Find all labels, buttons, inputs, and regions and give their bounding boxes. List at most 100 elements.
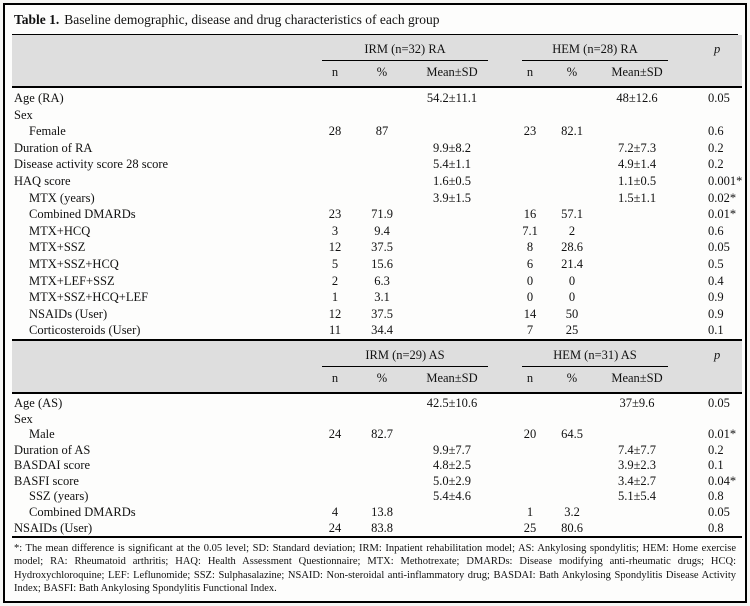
cell-irm-pct: [358, 489, 406, 505]
table-row: NSAIDs (User) 24 83.8 25 80.6 0.8: [12, 521, 742, 538]
row-label: Combined DMARDs: [29, 207, 136, 222]
row-label: BASDAI score: [14, 458, 91, 473]
cell-irm-mean: [406, 273, 498, 290]
cell-hem-n: [510, 140, 550, 157]
cell-hem-pct: [550, 443, 594, 459]
cell-hem-mean: [594, 123, 680, 140]
table-row: Sex: [12, 107, 742, 124]
irm-n-header: n: [331, 65, 339, 79]
cell-irm-mean: 4.8±2.5: [432, 458, 472, 473]
row-label: Combined DMARDs: [29, 505, 136, 520]
cell-irm-pct: 82.7: [371, 427, 393, 442]
cell-hem-mean: [594, 273, 680, 290]
table-row: Corticosteroids (User) 11 34.4 7 25 0.1: [12, 322, 742, 340]
cell-irm-pct: 34.4: [371, 323, 393, 338]
cell-irm-mean: [406, 256, 498, 273]
row-label: Age (AS): [14, 395, 63, 410]
row-label: Male: [29, 427, 55, 442]
table-footnote: *: The mean difference is significant at…: [14, 543, 736, 594]
cell-irm-mean: 3.9±1.5: [432, 190, 472, 205]
as-p-column-header: p: [714, 347, 721, 362]
cell-irm-mean: [406, 306, 498, 323]
cell-hem-mean: 1.1±0.5: [617, 173, 657, 188]
cell-hem-mean: [594, 521, 680, 538]
cell-irm-n: [312, 412, 358, 428]
cell-irm-mean: 5.4±1.1: [432, 157, 472, 172]
cell-irm-mean: 9.9±7.7: [432, 442, 472, 457]
row-label: Age (RA): [14, 91, 64, 105]
cell-hem-n: [510, 173, 550, 190]
cell-p-value: 0.9: [708, 306, 724, 321]
cell-irm-n: [312, 489, 358, 505]
cell-hem-mean: [594, 239, 680, 256]
cell-hem-pct: [550, 140, 594, 157]
cell-irm-n: [312, 173, 358, 190]
cell-hem-pct: 3.2: [564, 505, 580, 520]
cell-hem-mean: 5.1±5.4: [617, 489, 657, 504]
table-number: Table 1.: [14, 12, 60, 27]
cell-hem-pct: [550, 393, 594, 412]
cell-irm-pct: 71.9: [371, 207, 393, 222]
as-table-header: IRM (n=29) AS HEM (n=31) AS p n % Mean±S…: [12, 340, 743, 393]
cell-irm-n: 23: [328, 207, 342, 222]
cell-irm-pct: [358, 474, 406, 490]
irm-n-header: n: [331, 370, 339, 385]
irm-pct-header: %: [376, 370, 388, 385]
cell-hem-n: 7.1: [522, 223, 538, 238]
table-row: Combined DMARDs 23 71.9 16 57.1 0.01*: [12, 206, 742, 223]
table-row: Female 28 87 23 82.1 0.6: [12, 123, 742, 140]
cell-hem-n: 6: [526, 256, 534, 271]
row-label: SSZ (years): [29, 489, 89, 504]
cell-hem-n: 23: [523, 124, 537, 139]
row-label: MTX+SSZ+HCQ: [29, 256, 119, 271]
cell-irm-mean: 5.4±4.6: [432, 489, 472, 504]
table-row: SSZ (years) 5.4±4.6 5.1±5.4 0.8: [12, 489, 742, 505]
cell-hem-pct: [550, 173, 594, 190]
cell-p-value: 0.05: [708, 240, 730, 255]
row-label: MTX (years): [29, 190, 95, 205]
cell-irm-pct: 9.4: [374, 223, 390, 238]
cell-irm-pct: 83.8: [371, 520, 393, 535]
cell-irm-mean: [406, 289, 498, 306]
cell-hem-pct: [550, 87, 594, 107]
cell-hem-mean: 4.9±1.4: [617, 157, 657, 172]
cell-p-value: 0.6: [708, 124, 724, 139]
cell-p-value: 0.4: [708, 273, 724, 288]
cell-hem-mean: [594, 306, 680, 323]
row-label: MTX+HCQ: [29, 223, 91, 238]
cell-hem-pct: 2: [568, 223, 576, 238]
cell-irm-n: 24: [328, 427, 342, 442]
table-row: Age (RA) 54.2±11.1 48±12.6 0.05: [12, 87, 742, 107]
cell-irm-n: [312, 140, 358, 157]
cell-hem-pct: 21.4: [561, 256, 583, 271]
cell-hem-pct: [550, 107, 594, 124]
cell-hem-mean: 37±9.6: [619, 395, 655, 410]
cell-p-value: 0.2: [708, 157, 724, 172]
cell-hem-n: 16: [523, 207, 537, 222]
cell-hem-mean: [594, 256, 680, 273]
cell-hem-n: 1: [526, 505, 534, 520]
cell-p-value: 0.6: [708, 223, 724, 238]
cell-irm-mean: 9.9±8.2: [432, 140, 472, 155]
table-row: MTX+LEF+SSZ 2 6.3 0 0 0.4: [12, 273, 742, 290]
cell-hem-n: 8: [526, 240, 534, 255]
cell-irm-n: 12: [328, 306, 342, 321]
cell-hem-n: [510, 87, 550, 107]
cell-hem-mean: 1.5±1.1: [617, 190, 657, 205]
cell-hem-pct: 64.5: [561, 427, 583, 442]
cell-irm-mean: 42.5±10.6: [426, 395, 478, 410]
irm-mean-header: Mean±SD: [426, 370, 478, 385]
cell-hem-n: 7: [526, 323, 534, 338]
cell-hem-pct: [550, 489, 594, 505]
cell-irm-pct: 15.6: [371, 256, 393, 271]
cell-irm-n: 12: [328, 240, 342, 255]
cell-hem-n: [510, 393, 550, 412]
cell-irm-mean: [406, 505, 498, 521]
cell-irm-n: 2: [331, 273, 339, 288]
cell-hem-mean: [594, 427, 680, 443]
table-row: MTX+SSZ+HCQ+LEF 1 3.1 0 0 0.9: [12, 289, 742, 306]
cell-irm-n: [312, 107, 358, 124]
cell-irm-pct: 37.5: [371, 240, 393, 255]
row-label: MTX+LEF+SSZ: [29, 273, 115, 288]
cell-hem-pct: [550, 412, 594, 428]
